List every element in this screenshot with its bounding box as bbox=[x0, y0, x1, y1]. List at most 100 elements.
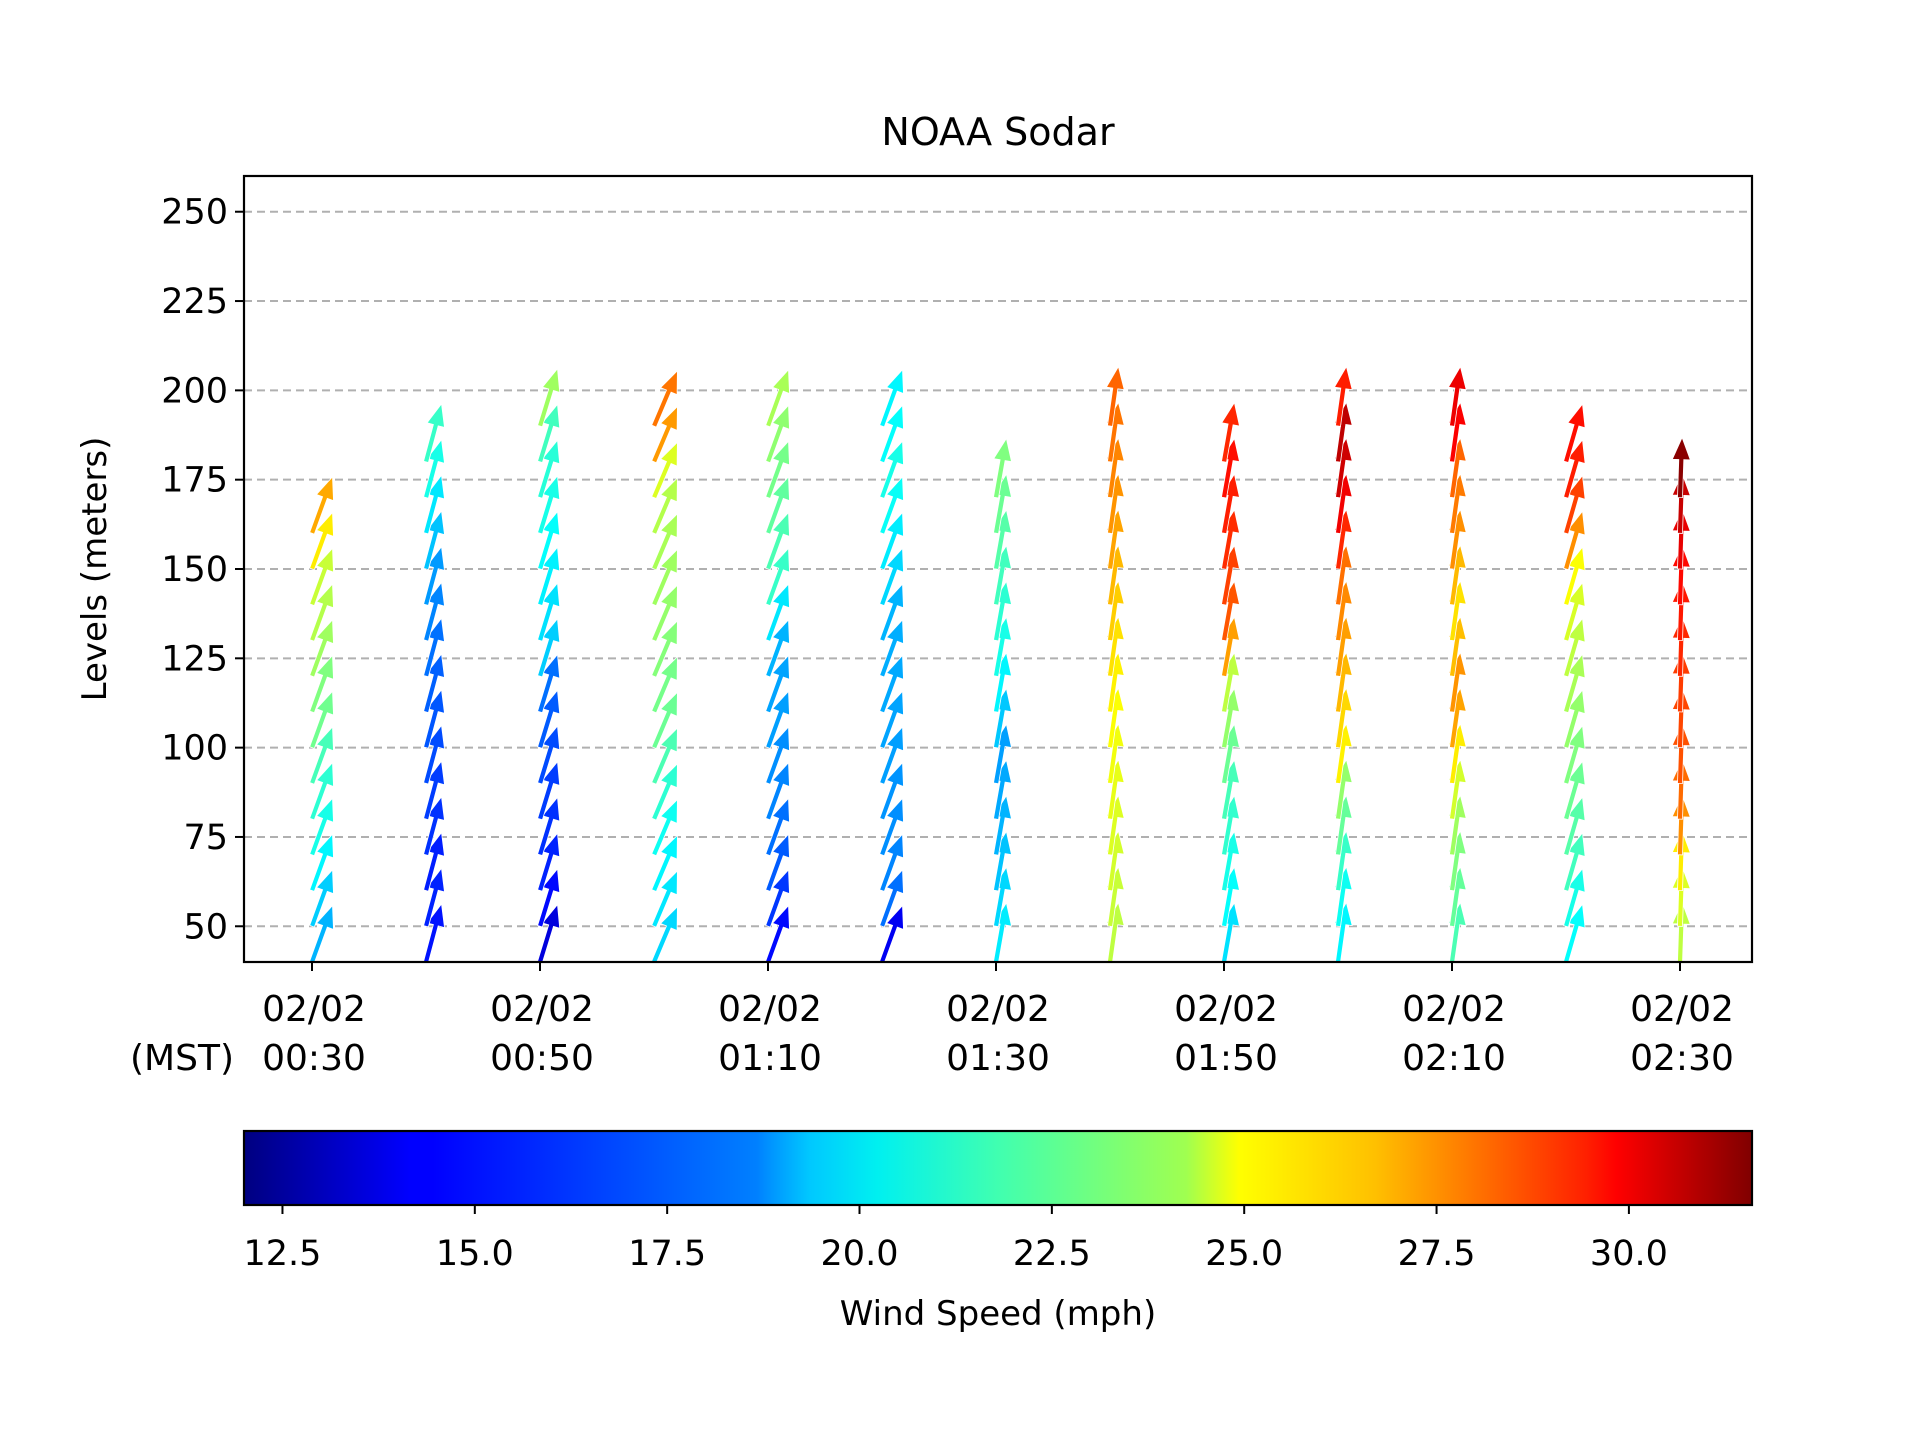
x-tick-date-2: 02/02 bbox=[718, 989, 822, 1030]
y-tick-label-200: 200 bbox=[161, 371, 228, 411]
wind-arrow-p9-l40 bbox=[1333, 901, 1353, 962]
wind-arrow-p5-l100 bbox=[879, 690, 904, 750]
x-axis: 02/02 00:30 02/02 00:50 02/02 01:10 02/02 01:30… bbox=[262, 962, 1734, 1079]
wind-arrow-p8-l180 bbox=[1221, 401, 1241, 463]
wind-arrow-p12-l80 bbox=[1671, 758, 1691, 820]
wind-arrow-p2-l70 bbox=[537, 796, 561, 856]
wind-arrow-p0-l140 bbox=[309, 547, 334, 607]
colorbar-label: Wind Speed (mph) bbox=[840, 1294, 1156, 1334]
wind-arrow-p4-l170 bbox=[765, 440, 790, 499]
wind-arrow-p3-l170 bbox=[651, 441, 678, 500]
wind-arrow-p2-l100 bbox=[537, 689, 561, 749]
wind-arrow-p2-l130 bbox=[537, 582, 561, 642]
wind-arrow-p3-l180 bbox=[651, 405, 678, 464]
y-tick-label-150: 150 bbox=[161, 550, 228, 590]
colorbar-tick-label-5: 25.0 bbox=[1205, 1234, 1283, 1274]
wind-arrow-p4-l100 bbox=[765, 690, 790, 750]
wind-arrow-p4-l160 bbox=[765, 475, 790, 535]
wind-arrow-p12-l110 bbox=[1671, 650, 1691, 713]
colorbar-tick-label-1: 15.0 bbox=[436, 1234, 514, 1274]
wind-arrow-p4-l50 bbox=[765, 868, 790, 928]
x-tick-time-3: 01:30 bbox=[946, 1038, 1050, 1079]
wind-arrows bbox=[309, 365, 1691, 962]
wind-arrow-p11-l40 bbox=[1563, 903, 1586, 962]
wind-arrow-p10-l40 bbox=[1447, 901, 1467, 962]
wind-arrow-p4-l150 bbox=[765, 511, 790, 571]
x-tick-time-2: 01:10 bbox=[718, 1038, 822, 1079]
x-tick-date-5: 02/02 bbox=[1402, 989, 1506, 1030]
wind-arrow-p3-l90 bbox=[651, 727, 678, 785]
wind-arrow-p11-l110 bbox=[1563, 653, 1586, 714]
wind-arrow-p11-l150 bbox=[1563, 510, 1586, 571]
x-tick-date-4: 02/02 bbox=[1174, 989, 1278, 1030]
wind-arrow-p3-l150 bbox=[651, 512, 678, 571]
wind-arrow-p4-l180 bbox=[765, 404, 790, 464]
wind-arrow-p11-l170 bbox=[1563, 438, 1586, 499]
wind-arrow-p11-l50 bbox=[1563, 867, 1586, 928]
wind-arrow-p1-l90 bbox=[423, 724, 445, 785]
y-tick-label-125: 125 bbox=[161, 639, 228, 679]
y-axis-label: Levels (meters) bbox=[75, 437, 115, 702]
wind-arrow-p7-l40 bbox=[1105, 901, 1125, 962]
y-axis: 50 75 100 125 150 175 200 225 250 bbox=[161, 193, 244, 947]
wind-arrow-p7-l190 bbox=[1105, 365, 1125, 427]
y-tick-label-250: 250 bbox=[161, 193, 228, 233]
wind-arrow-p2-l120 bbox=[537, 617, 561, 678]
wind-arrow-p1-l130 bbox=[423, 581, 445, 642]
wind-arrow-p0-l90 bbox=[309, 726, 334, 785]
wind-arrow-p11-l160 bbox=[1563, 474, 1586, 535]
wind-arrow-p4-l40 bbox=[765, 904, 790, 962]
wind-arrow-p0-l70 bbox=[309, 797, 334, 857]
colorbar-tick-label-6: 27.5 bbox=[1398, 1234, 1476, 1274]
wind-arrow-p12-l150 bbox=[1671, 507, 1691, 570]
wind-arrow-p5-l160 bbox=[879, 475, 904, 535]
wind-arrow-p3-l190 bbox=[651, 369, 678, 428]
wind-arrow-p1-l50 bbox=[423, 867, 445, 928]
wind-arrow-p4-l140 bbox=[765, 547, 790, 607]
wind-arrow-p9-l190 bbox=[1333, 365, 1353, 427]
colorbar-tick-label-3: 20.0 bbox=[821, 1234, 899, 1274]
colorbar-ticks: 12.5 15.0 17.5 20.0 22.5 25.0 27.5 30.0 bbox=[244, 1205, 1668, 1274]
y-tick-label-225: 225 bbox=[161, 282, 228, 322]
wind-arrow-p1-l80 bbox=[423, 760, 445, 821]
wind-arrow-p1-l110 bbox=[423, 652, 445, 714]
wind-arrow-p11-l130 bbox=[1563, 581, 1586, 642]
wind-arrow-p3-l40 bbox=[651, 905, 678, 962]
x-tick-time-0: 00:30 bbox=[262, 1038, 366, 1079]
wind-arrow-p0-l150 bbox=[309, 511, 334, 571]
colorbar bbox=[242, 1129, 1754, 1207]
wind-arrow-p1-l160 bbox=[423, 474, 445, 535]
x-tick-date-6: 02/02 bbox=[1630, 989, 1734, 1030]
wind-arrow-p3-l120 bbox=[651, 620, 678, 678]
wind-arrow-p2-l40 bbox=[537, 903, 561, 962]
wind-arrow-p12-l160 bbox=[1671, 472, 1691, 534]
wind-arrow-p4-l90 bbox=[765, 726, 790, 785]
wind-arrow-p11-l80 bbox=[1563, 760, 1586, 821]
wind-arrow-p0-l110 bbox=[309, 654, 334, 714]
wind-arrow-p12-l170 bbox=[1671, 436, 1691, 499]
wind-arrow-p12-l70 bbox=[1671, 793, 1691, 856]
wind-arrow-p5-l140 bbox=[879, 547, 904, 607]
wind-arrow-p3-l70 bbox=[651, 798, 678, 857]
colorbar-tick-label-2: 17.5 bbox=[628, 1234, 706, 1274]
wind-arrow-p1-l120 bbox=[423, 617, 445, 678]
wind-arrow-p12-l50 bbox=[1671, 865, 1691, 927]
chart-title: NOAA Sodar bbox=[881, 110, 1115, 154]
wind-arrow-p12-l140 bbox=[1671, 543, 1691, 606]
wind-arrow-p6-l170 bbox=[993, 437, 1013, 499]
wind-arrow-p1-l60 bbox=[423, 831, 445, 892]
wind-arrow-p11-l180 bbox=[1563, 403, 1586, 463]
wind-arrow-p0-l120 bbox=[309, 618, 334, 678]
wind-arrow-p12-l40 bbox=[1671, 900, 1691, 962]
wind-arrow-p1-l140 bbox=[423, 545, 445, 606]
wind-arrow-p4-l190 bbox=[765, 368, 790, 428]
wind-arrow-p2-l110 bbox=[537, 653, 561, 714]
wind-arrow-p1-l40 bbox=[423, 902, 445, 962]
wind-arrow-p5-l40 bbox=[879, 904, 904, 962]
wind-arrow-p2-l80 bbox=[537, 760, 561, 821]
colorbar-tick-label-7: 30.0 bbox=[1590, 1234, 1668, 1274]
wind-arrow-p11-l100 bbox=[1563, 688, 1586, 749]
wind-arrow-p0-l80 bbox=[309, 761, 334, 821]
wind-arrow-p4-l70 bbox=[765, 797, 790, 857]
